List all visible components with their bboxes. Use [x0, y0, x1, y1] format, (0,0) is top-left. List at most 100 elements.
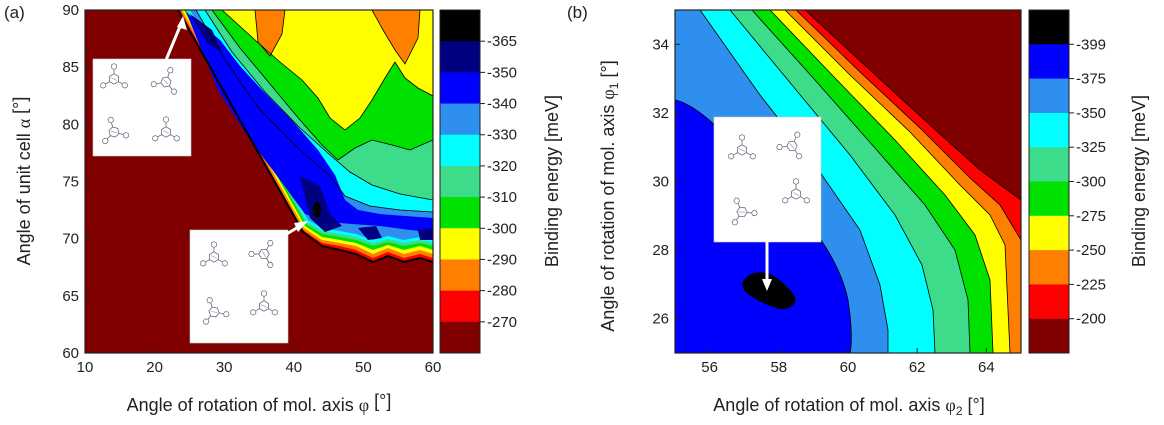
panel-a-contour-6	[371, 10, 421, 65]
panel-a-region-navy-3	[358, 226, 382, 240]
colorbar-swatch	[440, 134, 480, 167]
colorbar-label: -300	[487, 220, 517, 237]
panel-a-contour-3	[211, 10, 433, 161]
panel-a-boundary	[177, 10, 433, 264]
colorbar-swatch	[440, 228, 480, 260]
colorbar-label: -270	[487, 314, 517, 331]
panel-a-contour-2	[204, 10, 433, 201]
panel-a-arrowhead-top	[177, 16, 187, 30]
colorbar-label: -290	[487, 251, 517, 268]
panel-a-region-black	[313, 202, 321, 218]
x-tick-label: 58	[770, 359, 787, 376]
panel-a-letter: (a)	[4, 3, 25, 22]
colorbar-label: -250	[1076, 242, 1106, 259]
panel-b-arrowhead	[762, 279, 772, 291]
colorbar-swatch	[1029, 181, 1069, 217]
panel-a-region-navy-2	[300, 176, 342, 232]
x-tick-label: 30	[216, 359, 233, 376]
panel-a-contour-1	[195, 10, 433, 213]
panel-a-plot	[85, 10, 433, 353]
colorbar-swatch	[440, 103, 480, 136]
colorbar-label: -200	[1076, 311, 1106, 328]
colorbar-swatch	[440, 290, 480, 323]
y-tick-label: 60	[62, 345, 79, 362]
panel-b-contour-5	[751, 10, 971, 353]
panel-b-region-black	[742, 272, 796, 310]
y-tick-label: 30	[652, 174, 669, 191]
panel-a-contour-4	[221, 10, 433, 131]
colorbar-label: -350	[487, 64, 517, 81]
panel-b-colorbar-title: Binding energy [meV]	[1129, 95, 1149, 267]
x-tick-label: 40	[285, 359, 302, 376]
colorbar-swatch	[440, 321, 480, 354]
y-tick-label: 65	[62, 288, 79, 305]
colorbar-swatch	[1029, 44, 1069, 80]
colorbar-label: -375	[1076, 71, 1106, 88]
colorbar-label: -300	[1076, 174, 1106, 191]
colorbar-label: -310	[487, 189, 517, 206]
panel-b-y-axis-title: Angle of rotation of mol. axis φ1 [°]	[598, 60, 621, 331]
panel-a: (a)	[4, 2, 562, 415]
panel-a-arrowhead-bottom	[294, 221, 308, 232]
x-tick-label: 60	[840, 359, 857, 376]
colorbar-label: -280	[487, 283, 517, 300]
colorbar-label: -320	[487, 158, 517, 175]
panel-b-inset	[713, 116, 822, 243]
x-tick-label: 10	[77, 359, 94, 376]
x-tick-label: 56	[701, 359, 718, 376]
panel-a-arrow-top	[164, 23, 183, 61]
colorbar-frame	[439, 9, 481, 354]
colorbar-swatch	[1029, 215, 1069, 251]
panel-b: (b) 56 58 60 62 64 26 28 30 32 34	[567, 3, 1149, 418]
colorbar-swatch	[1029, 147, 1069, 182]
panel-a-inset-top	[92, 58, 192, 157]
panel-b-contour-3	[784, 10, 1011, 353]
panel-a-region-orange-1	[255, 10, 285, 56]
colorbar-swatch	[440, 41, 480, 73]
y-tick-label: 80	[62, 116, 79, 133]
colorbar-label: -340	[487, 96, 517, 113]
colorbar-swatch	[1029, 318, 1069, 354]
colorbar-label: -399	[1076, 36, 1106, 53]
y-tick-label: 28	[652, 242, 669, 259]
colorbar-swatch	[1029, 112, 1069, 148]
colorbar-swatch	[440, 197, 480, 229]
panel-b-contour-1	[804, 10, 1021, 201]
panel-a-region-navy-4	[418, 228, 433, 240]
colorbar-swatch	[1029, 284, 1069, 320]
colorbar-frame	[1028, 9, 1070, 354]
panel-b-contour-4	[769, 10, 994, 353]
y-tick-label: 32	[652, 105, 669, 122]
x-tick-label: 60	[425, 359, 442, 376]
colorbar-swatch	[440, 165, 480, 198]
x-tick-label: 64	[978, 359, 995, 376]
y-tick-label: 90	[62, 2, 79, 19]
panel-a-colorbar: -365 -350 -340 -330 -320 -310 -300 -290 -280 -270	[439, 9, 517, 354]
colorbar-label: -350	[1076, 105, 1106, 122]
panel-a-ticks: 10 20 30 40 50 60 60 65 70 75 80 85 90	[62, 2, 441, 376]
colorbar-label: -325	[1076, 139, 1106, 156]
x-tick-label: 20	[146, 359, 163, 376]
colorbar-swatch	[440, 259, 480, 292]
panel-a-colorbar-title: Binding energy [meV]	[542, 95, 562, 267]
x-tick-label: 62	[909, 359, 926, 376]
panel-b-letter: (b)	[567, 3, 588, 22]
colorbar-label: -225	[1076, 276, 1106, 293]
x-tick-label: 50	[355, 359, 372, 376]
panel-a-x-axis-title: Angle of rotation of mol. axis φ [°]	[127, 391, 392, 415]
colorbar-label: -275	[1076, 208, 1106, 225]
panel-a-y-axis-title: Angle of unit cell α [°]	[10, 97, 34, 266]
y-tick-label: 26	[652, 311, 669, 328]
colorbar-label: -365	[487, 33, 517, 50]
panel-a-inset-bottom	[189, 229, 289, 344]
colorbar-swatch	[440, 72, 480, 105]
colorbar-swatch	[1029, 10, 1069, 45]
panel-b-colorbar: -399 -375 -350 -325 -300 -275 -250 -225 -200	[1028, 9, 1106, 354]
panel-a-region-orange-2	[372, 10, 420, 64]
colorbar-label: -330	[487, 127, 517, 144]
colorbar-swatch	[1029, 78, 1069, 114]
panel-b-contour-7	[699, 10, 889, 353]
y-tick-label: 70	[62, 231, 79, 248]
panel-a-contour-5	[254, 10, 286, 57]
